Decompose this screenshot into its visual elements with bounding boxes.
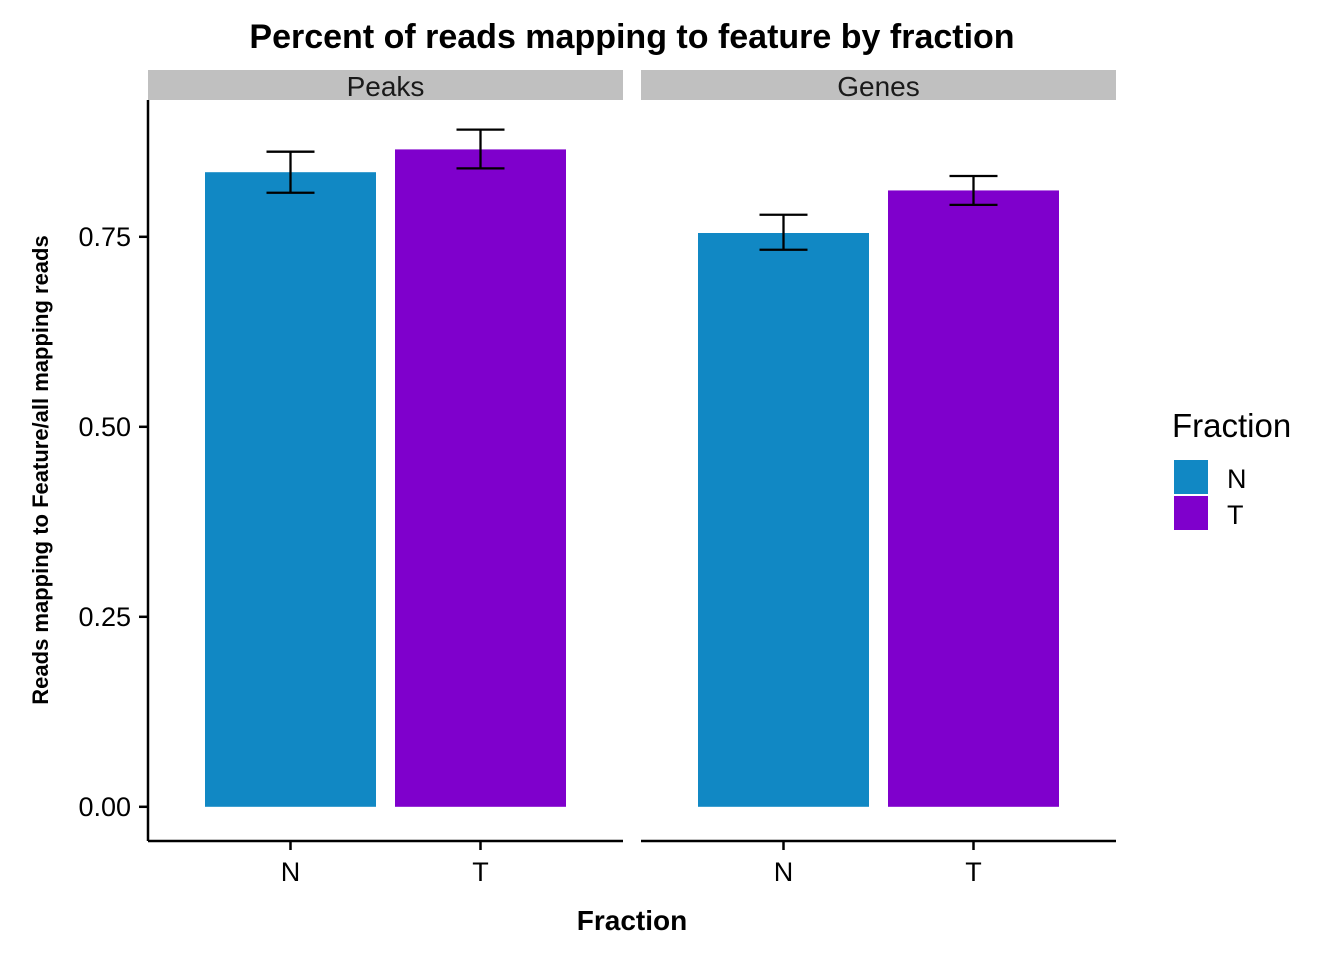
legend-key-t — [1174, 496, 1208, 530]
x-tick-label: T — [472, 857, 489, 887]
facet-strip — [641, 70, 1116, 100]
x-tick-label: N — [281, 857, 301, 887]
bar-genes-t — [888, 190, 1059, 807]
error-bar-genes-t — [949, 174, 998, 207]
y-tick-label: 0.75 — [78, 222, 131, 252]
y-tick-label: 0.50 — [78, 412, 131, 442]
error-bar-peaks-t — [456, 128, 505, 170]
x-axis-label: Fraction — [577, 905, 687, 936]
bar-peaks-t — [395, 149, 566, 807]
facet-panel-peaks: Peaks N T — [148, 70, 623, 887]
legend-label-t: T — [1227, 500, 1244, 530]
y-axis: 0.00 0.25 0.50 0.75 — [78, 100, 150, 841]
legend-title: Fraction — [1172, 407, 1291, 444]
chart-title: Percent of reads mapping to feature by f… — [249, 18, 1014, 56]
error-bar-genes-n — [759, 213, 808, 251]
legend-label-n: N — [1227, 464, 1247, 494]
legend: Fraction NT — [1172, 407, 1291, 530]
y-tick-label: 0.25 — [78, 602, 131, 632]
bar-genes-n — [698, 233, 869, 807]
legend-key-n — [1174, 460, 1208, 494]
facet-strip-label: Peaks — [347, 71, 425, 102]
y-axis-label: Reads mapping to Feature/all mapping rea… — [28, 235, 53, 704]
x-tick-label: N — [774, 857, 794, 887]
facet-panels: Peaks N T Genes N T — [148, 70, 1116, 887]
facet-strip-label: Genes — [837, 71, 920, 102]
facet-panel-genes: Genes N T — [641, 70, 1116, 887]
bar-peaks-n — [205, 172, 376, 807]
error-bar-peaks-n — [266, 150, 315, 194]
facet-strip — [148, 70, 623, 100]
y-tick-label: 0.00 — [78, 792, 131, 822]
x-tick-label: T — [965, 857, 982, 887]
